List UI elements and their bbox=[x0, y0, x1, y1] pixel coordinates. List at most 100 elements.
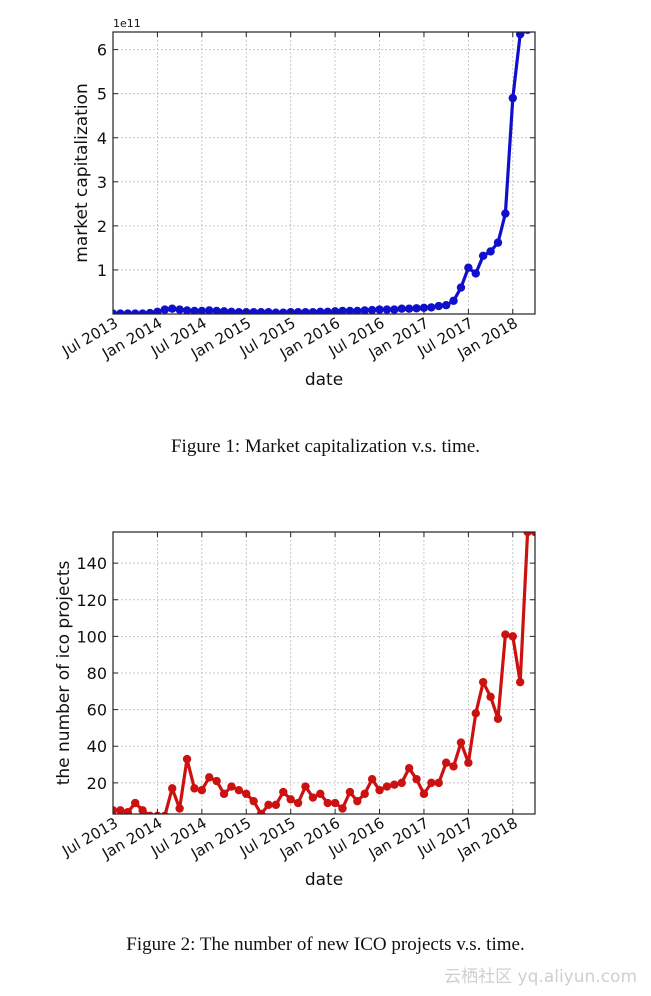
data-point bbox=[197, 785, 207, 795]
data-point bbox=[449, 296, 458, 305]
data-point bbox=[190, 306, 199, 314]
y-tick-label: 120 bbox=[76, 591, 107, 610]
data-point bbox=[464, 263, 473, 272]
y-tick-label: 100 bbox=[76, 627, 107, 646]
data-point bbox=[478, 677, 488, 687]
y-tick-label: 80 bbox=[87, 664, 107, 683]
series-line bbox=[113, 532, 535, 814]
series-group bbox=[113, 532, 535, 814]
data-point bbox=[367, 305, 377, 314]
y-tick-label: 60 bbox=[87, 701, 107, 720]
data-point bbox=[212, 776, 221, 786]
data-point bbox=[501, 209, 510, 218]
y-axis-label: the number of ico projects bbox=[54, 561, 74, 786]
data-point bbox=[205, 306, 214, 314]
data-point bbox=[256, 809, 266, 814]
data-point bbox=[182, 306, 192, 314]
data-point bbox=[131, 309, 140, 314]
data-point bbox=[338, 306, 347, 314]
data-point bbox=[182, 754, 192, 764]
watermark: 云栖社区 yq.aliyun.com bbox=[444, 967, 637, 987]
data-point bbox=[449, 762, 458, 771]
data-point bbox=[160, 305, 170, 314]
data-point bbox=[175, 804, 184, 813]
series-group bbox=[113, 32, 532, 314]
data-point bbox=[338, 804, 347, 813]
data-point bbox=[116, 309, 125, 314]
data-point bbox=[175, 305, 184, 314]
data-point bbox=[279, 787, 288, 797]
data-point bbox=[434, 778, 443, 788]
data-point bbox=[264, 800, 273, 810]
data-point bbox=[493, 238, 503, 247]
y-tick-label: 6 bbox=[97, 41, 107, 60]
y-tick-label: 5 bbox=[97, 85, 107, 104]
x-axis-label: date bbox=[305, 870, 343, 890]
data-point bbox=[382, 782, 392, 791]
data-point bbox=[515, 677, 525, 687]
data-point bbox=[227, 782, 236, 791]
data-point bbox=[256, 308, 266, 314]
data-point bbox=[138, 806, 147, 814]
data-point bbox=[286, 795, 295, 804]
data-point bbox=[161, 811, 169, 814]
data-point bbox=[390, 780, 399, 789]
data-point bbox=[323, 798, 332, 808]
data-point bbox=[301, 782, 310, 791]
data-point bbox=[308, 793, 318, 802]
data-point bbox=[345, 306, 355, 314]
data-point bbox=[168, 304, 177, 313]
data-point bbox=[508, 632, 517, 641]
data-point bbox=[249, 796, 258, 806]
data-point bbox=[515, 32, 525, 39]
data-point bbox=[523, 532, 532, 537]
figure-2-caption: Figure 2: The number of new ICO projects… bbox=[126, 934, 525, 955]
y-tick-label: 20 bbox=[87, 774, 107, 793]
data-point bbox=[131, 798, 140, 808]
data-point bbox=[138, 309, 147, 314]
y-tick-label: 40 bbox=[87, 737, 107, 756]
data-point bbox=[404, 764, 414, 773]
data-point bbox=[227, 307, 236, 314]
data-point bbox=[249, 308, 258, 314]
data-point bbox=[493, 714, 503, 723]
data-point bbox=[116, 806, 125, 814]
data-point bbox=[323, 307, 332, 314]
data-point bbox=[316, 307, 325, 314]
data-point bbox=[397, 778, 406, 788]
data-point bbox=[168, 784, 177, 793]
data-point bbox=[279, 308, 288, 314]
series-line bbox=[113, 32, 528, 314]
data-point bbox=[271, 800, 281, 810]
data-point bbox=[478, 251, 488, 261]
data-point bbox=[123, 807, 133, 814]
data-point bbox=[353, 796, 362, 806]
data-point bbox=[264, 308, 273, 314]
data-point bbox=[123, 309, 133, 314]
data-point bbox=[486, 692, 495, 702]
data-point bbox=[301, 308, 310, 314]
data-point bbox=[382, 305, 392, 314]
data-point bbox=[524, 32, 532, 34]
data-point bbox=[486, 247, 495, 256]
data-point bbox=[456, 738, 466, 747]
data-point bbox=[113, 309, 118, 314]
data-point bbox=[419, 789, 429, 799]
y-tick-label: 3 bbox=[97, 173, 107, 192]
y-tick-label: 4 bbox=[97, 129, 107, 148]
data-point bbox=[205, 773, 214, 782]
data-point bbox=[212, 306, 221, 314]
data-point bbox=[456, 283, 466, 292]
data-point bbox=[316, 789, 325, 799]
data-point bbox=[345, 787, 355, 797]
data-point bbox=[375, 785, 384, 795]
data-point bbox=[145, 308, 155, 314]
y-tick-label: 1 bbox=[97, 261, 107, 280]
data-point bbox=[353, 306, 362, 314]
data-point bbox=[434, 301, 443, 311]
data-point bbox=[360, 306, 369, 314]
data-point bbox=[367, 775, 377, 784]
data-point bbox=[360, 789, 369, 799]
data-point bbox=[441, 758, 451, 767]
